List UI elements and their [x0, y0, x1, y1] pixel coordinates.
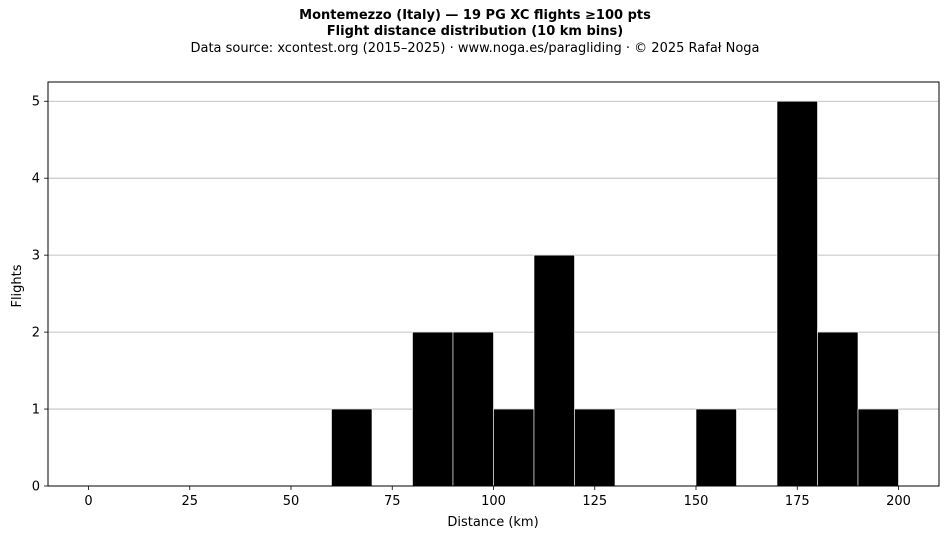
y-axis: 0 1 2 3 4 5 — [32, 95, 48, 495]
y-tick-label: 3 — [32, 249, 40, 264]
data-source-note: Data source: xcontest.org (2015–2025) · … — [190, 41, 760, 56]
x-tick-label: 125 — [582, 494, 607, 509]
bars — [331, 100, 899, 487]
y-tick-label: 1 — [32, 403, 40, 418]
x-tick-label: 75 — [384, 494, 401, 509]
histogram-bar — [331, 408, 373, 487]
y-tick-label: 5 — [32, 95, 40, 110]
y-tick-label: 2 — [32, 326, 40, 341]
x-axis-label: Distance (km) — [447, 515, 538, 530]
x-tick-label: 100 — [481, 494, 506, 509]
chart-subtitle: Flight distance distribution (10 km bins… — [326, 24, 624, 39]
x-tick-label: 50 — [283, 494, 300, 509]
histogram-bar — [493, 408, 535, 487]
histogram-bar — [452, 331, 494, 487]
x-tick-label: 150 — [684, 494, 709, 509]
chart-header: Montemezzo (Italy) — 19 PG XC flights ≥1… — [0, 8, 950, 58]
x-tick-label: 200 — [886, 494, 911, 509]
chart-title: Montemezzo (Italy) — 19 PG XC flights ≥1… — [299, 8, 651, 23]
x-tick-label: 25 — [181, 494, 198, 509]
histogram-bar — [695, 408, 737, 487]
histogram-bar — [857, 408, 899, 487]
histogram-bar — [412, 331, 454, 487]
x-tick-label: 0 — [84, 494, 92, 509]
x-axis: 0 25 50 75 100 125 150 175 200 — [84, 486, 911, 509]
y-axis-label: Flights — [10, 264, 25, 307]
histogram-bar — [817, 331, 859, 487]
histogram-bar — [533, 254, 575, 487]
y-tick-label: 4 — [32, 172, 40, 187]
histogram-bar — [776, 100, 818, 487]
histogram-bar — [574, 408, 616, 487]
x-tick-label: 175 — [785, 494, 810, 509]
y-tick-label: 0 — [32, 480, 40, 495]
